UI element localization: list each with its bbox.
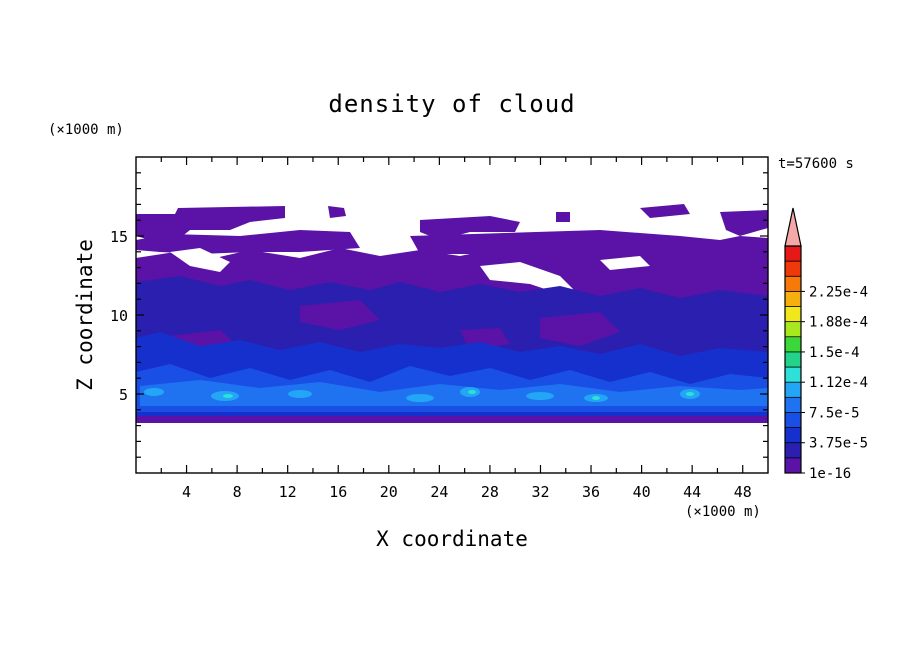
colorbar-swatch — [785, 306, 801, 323]
colorbar-swatch — [785, 276, 801, 292]
y-axis-label: Z coordinate — [73, 239, 97, 391]
x-tick-label: 36 — [582, 483, 600, 501]
colorbar-swatch — [785, 336, 801, 353]
upper-patch — [640, 204, 690, 218]
colorbar: 1e-16 3.75e-5 7.5e-5 1.12e-4 1.5e-4 1.88e-4 2.… — [784, 207, 868, 482]
colorbar-label: 7.5e-5 — [809, 405, 860, 421]
x-axis-ticks: 4 8 12 16 20 24 28 32 36 40 44 48 — [160, 157, 752, 501]
x-tick-label: 16 — [329, 483, 347, 501]
upper-patch — [556, 212, 570, 222]
peak-cells-max — [223, 390, 694, 400]
clear-gap — [600, 256, 650, 270]
x-tick-label: 48 — [734, 483, 752, 501]
time-label: t=57600 s — [778, 156, 854, 172]
colorbar-swatch — [785, 397, 801, 413]
x-tick-label: 8 — [233, 483, 242, 501]
upper-patch — [420, 216, 520, 240]
chart-title: density of cloud — [328, 90, 575, 118]
density-field — [136, 204, 768, 423]
colorbar-swatch — [785, 442, 801, 459]
colorbar-swatch — [785, 261, 801, 277]
x-tick-label: 28 — [481, 483, 499, 501]
x-tick-label: 24 — [430, 483, 448, 501]
dense-core — [140, 380, 768, 406]
y-axis-unit: (×1000 m) — [48, 122, 124, 138]
x-tick-label: 40 — [633, 483, 651, 501]
colorbar-label: 1.5e-4 — [809, 345, 860, 361]
colorbar-swatch — [785, 367, 801, 383]
upper-patch — [410, 230, 768, 258]
colorbar-label: 1e-16 — [809, 466, 851, 482]
mid-band-hole — [300, 300, 380, 330]
x-tick-label: 32 — [531, 483, 549, 501]
colorbar-swatch — [785, 382, 801, 398]
colorbar-swatch — [785, 351, 801, 368]
y-tick-label: 10 — [110, 307, 128, 325]
colorbar-label: 2.25e-4 — [809, 284, 868, 300]
colorbar-swatch — [785, 457, 801, 474]
y-tick-label: 5 — [119, 386, 128, 404]
colorbar-swatch — [785, 321, 801, 338]
upper-patch — [328, 206, 346, 218]
upper-patch — [720, 210, 768, 236]
y-tick-label: 15 — [110, 228, 128, 246]
x-tick-label: 12 — [279, 483, 297, 501]
upper-patch — [136, 230, 360, 254]
colorbar-swatch — [785, 291, 801, 308]
x-tick-label: 4 — [182, 483, 191, 501]
colorbar-label: 3.75e-5 — [809, 436, 868, 452]
x-axis-label: X coordinate — [376, 527, 528, 551]
colorbar-overflow-arrow — [784, 207, 802, 247]
colorbar-label: 1.88e-4 — [809, 315, 868, 331]
colorbar-swatch — [785, 246, 801, 262]
upper-patch — [136, 206, 285, 240]
colorbar-swatch — [785, 412, 801, 429]
clear-gap — [170, 248, 230, 272]
x-tick-label: 20 — [380, 483, 398, 501]
x-tick-label: 44 — [683, 483, 701, 501]
mid-band-hole — [540, 312, 620, 346]
colorbar-label: 1.12e-4 — [809, 375, 868, 391]
x-axis-unit: (×1000 m) — [685, 504, 761, 520]
colorbar-swatch — [785, 427, 801, 444]
y-axis-ticks: 5 10 15 — [110, 172, 768, 458]
